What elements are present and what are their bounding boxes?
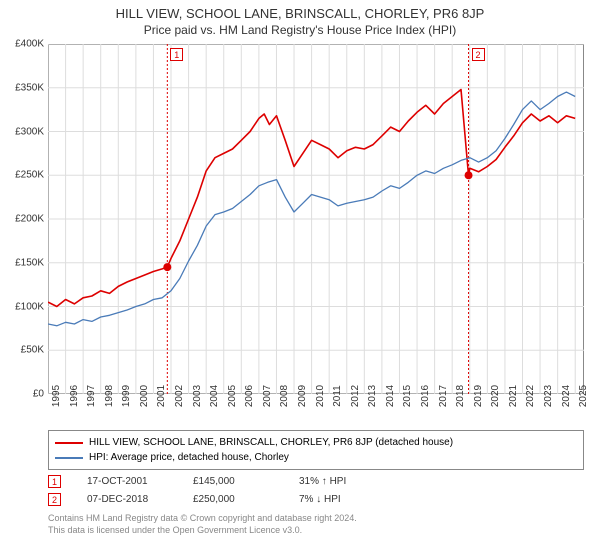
x-tick-label: 1997 [86, 385, 97, 407]
event-price: £145,000 [193, 476, 273, 487]
x-tick-label: 2003 [192, 385, 203, 407]
legend-label: HPI: Average price, detached house, Chor… [89, 450, 289, 465]
legend-swatch [55, 442, 83, 444]
legend-box: HILL VIEW, SCHOOL LANE, BRINSCALL, CHORL… [48, 430, 584, 470]
footer-line-2: This data is licensed under the Open Gov… [48, 524, 357, 536]
x-tick-label: 2002 [174, 385, 185, 407]
y-tick-label: £50K [21, 345, 44, 356]
x-tick-label: 2007 [262, 385, 273, 407]
y-tick-label: £400K [15, 39, 44, 50]
x-tick-label: 2014 [385, 385, 396, 407]
x-tick-label: 2018 [455, 385, 466, 407]
event-table: 1 17-OCT-2001 £145,000 31% ↑ HPI 2 07-DEC-201… [48, 472, 379, 508]
x-tick-label: 2012 [350, 385, 361, 407]
x-tick-label: 2023 [543, 385, 554, 407]
chart-container: HILL VIEW, SCHOOL LANE, BRINSCALL, CHORL… [0, 0, 600, 560]
y-tick-label: £200K [15, 214, 44, 225]
x-tick-label: 1998 [104, 385, 115, 407]
x-tick-label: 2025 [578, 385, 589, 407]
y-tick-label: £150K [15, 257, 44, 268]
x-tick-label: 2009 [297, 385, 308, 407]
event-marker-1: 1 [48, 475, 61, 488]
x-tick-label: 2022 [525, 385, 536, 407]
x-tick-label: 1996 [69, 385, 80, 407]
x-tick-label: 2013 [367, 385, 378, 407]
x-tick-label: 1995 [51, 385, 62, 407]
x-tick-label: 2000 [139, 385, 150, 407]
event-delta: 31% ↑ HPI [299, 476, 379, 487]
x-tick-label: 2006 [244, 385, 255, 407]
x-tick-label: 2004 [209, 385, 220, 407]
chart-marker-2: 2 [472, 48, 485, 61]
y-tick-label: £350K [15, 82, 44, 93]
plot-svg [48, 44, 584, 394]
event-delta: 7% ↓ HPI [299, 494, 379, 505]
x-tick-label: 2017 [438, 385, 449, 407]
x-tick-label: 1999 [121, 385, 132, 407]
x-tick-label: 2005 [227, 385, 238, 407]
footer-line-1: Contains HM Land Registry data © Crown c… [48, 512, 357, 524]
x-tick-label: 2001 [156, 385, 167, 407]
x-tick-label: 2024 [561, 385, 572, 407]
y-tick-label: £0 [33, 389, 44, 400]
event-date: 07-DEC-2018 [87, 494, 167, 505]
x-tick-label: 2020 [490, 385, 501, 407]
legend-row: HILL VIEW, SCHOOL LANE, BRINSCALL, CHORL… [55, 435, 577, 450]
legend-row: HPI: Average price, detached house, Chor… [55, 450, 577, 465]
y-tick-label: £250K [15, 170, 44, 181]
chart-title: HILL VIEW, SCHOOL LANE, BRINSCALL, CHORL… [0, 0, 600, 21]
event-date: 17-OCT-2001 [87, 476, 167, 487]
x-tick-label: 2011 [332, 385, 343, 407]
chart-area: £0£50K£100K£150K£200K£250K£300K£350K£400… [48, 44, 584, 394]
footer-text: Contains HM Land Registry data © Crown c… [48, 512, 357, 536]
x-tick-label: 2019 [473, 385, 484, 407]
x-tick-label: 2008 [279, 385, 290, 407]
legend-swatch [55, 457, 83, 459]
x-tick-label: 2015 [402, 385, 413, 407]
chart-subtitle: Price paid vs. HM Land Registry's House … [0, 21, 600, 41]
event-marker-2: 2 [48, 493, 61, 506]
event-price: £250,000 [193, 494, 273, 505]
x-tick-label: 2021 [508, 385, 519, 407]
x-tick-label: 2016 [420, 385, 431, 407]
legend-label: HILL VIEW, SCHOOL LANE, BRINSCALL, CHORL… [89, 435, 453, 450]
chart-marker-1: 1 [170, 48, 183, 61]
y-tick-label: £300K [15, 126, 44, 137]
event-row: 1 17-OCT-2001 £145,000 31% ↑ HPI [48, 472, 379, 490]
event-row: 2 07-DEC-2018 £250,000 7% ↓ HPI [48, 490, 379, 508]
x-tick-label: 2010 [315, 385, 326, 407]
y-tick-label: £100K [15, 301, 44, 312]
